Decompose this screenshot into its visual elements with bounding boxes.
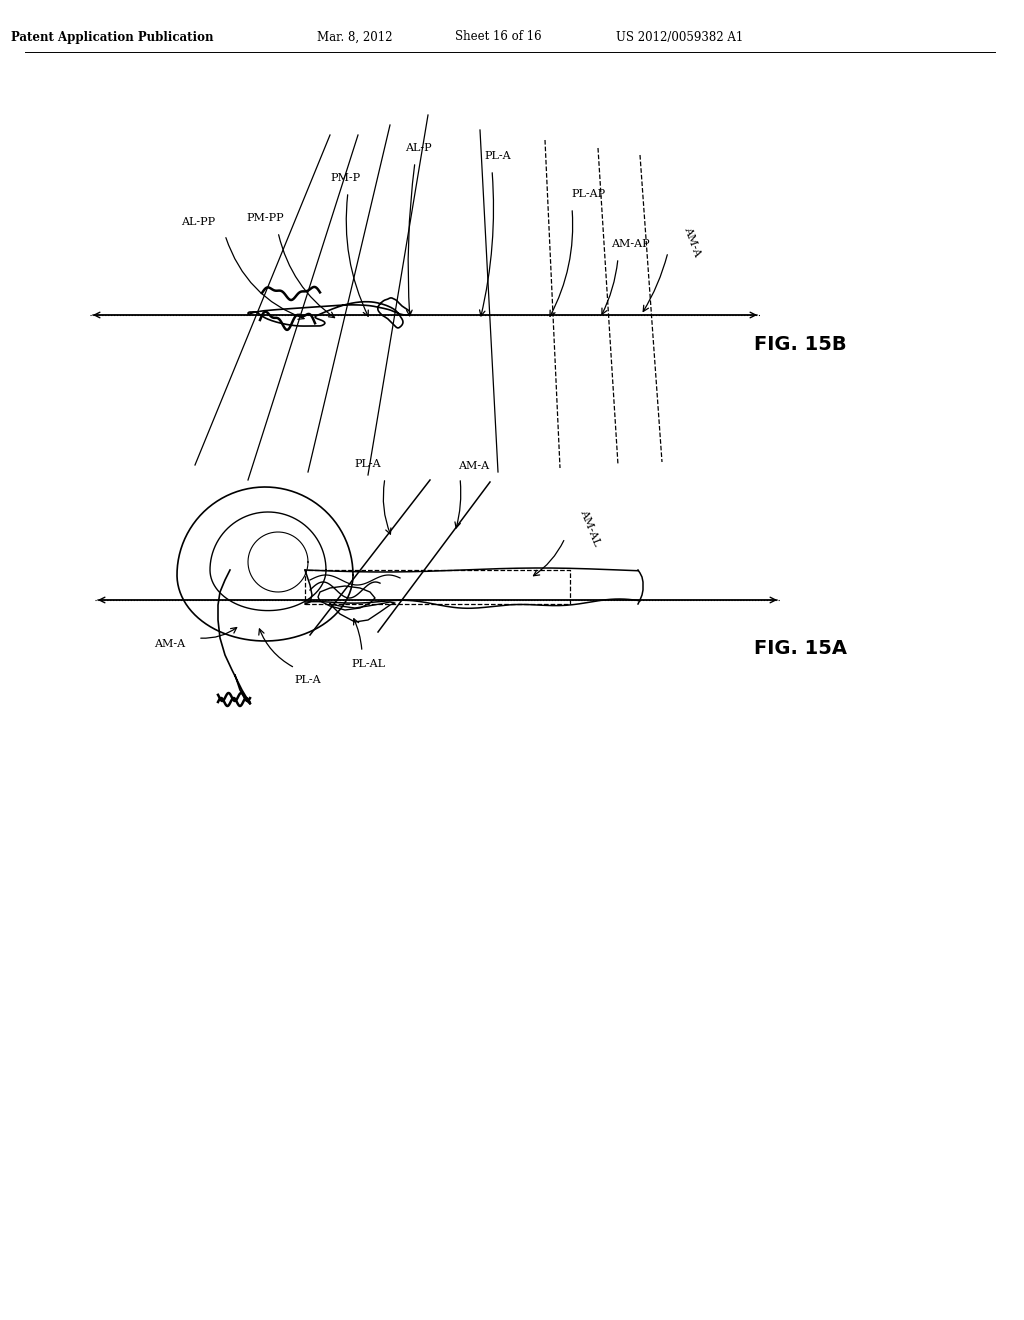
Text: AL-PP: AL-PP — [181, 216, 215, 227]
Text: AM-AL: AM-AL — [579, 508, 602, 548]
Text: PL-AL: PL-AL — [351, 659, 385, 669]
Text: PL-A: PL-A — [354, 459, 381, 469]
Text: Patent Application Publication: Patent Application Publication — [10, 30, 213, 44]
Text: PL-A: PL-A — [484, 150, 511, 161]
Text: Mar. 8, 2012: Mar. 8, 2012 — [317, 30, 393, 44]
Text: US 2012/0059382 A1: US 2012/0059382 A1 — [616, 30, 743, 44]
Text: AL-P: AL-P — [404, 143, 431, 153]
Text: AM-A: AM-A — [682, 226, 702, 259]
Text: FIG. 15A: FIG. 15A — [754, 639, 847, 657]
Text: PL-A: PL-A — [295, 675, 322, 685]
Text: AM-AP: AM-AP — [610, 239, 649, 249]
Text: Sheet 16 of 16: Sheet 16 of 16 — [455, 30, 542, 44]
Text: FIG. 15B: FIG. 15B — [754, 335, 846, 355]
Text: PM-P: PM-P — [330, 173, 360, 183]
Text: AM-A: AM-A — [155, 639, 185, 649]
Text: PM-PP: PM-PP — [246, 213, 284, 223]
Text: AM-A: AM-A — [459, 461, 489, 471]
Text: PL-AP: PL-AP — [571, 189, 605, 199]
